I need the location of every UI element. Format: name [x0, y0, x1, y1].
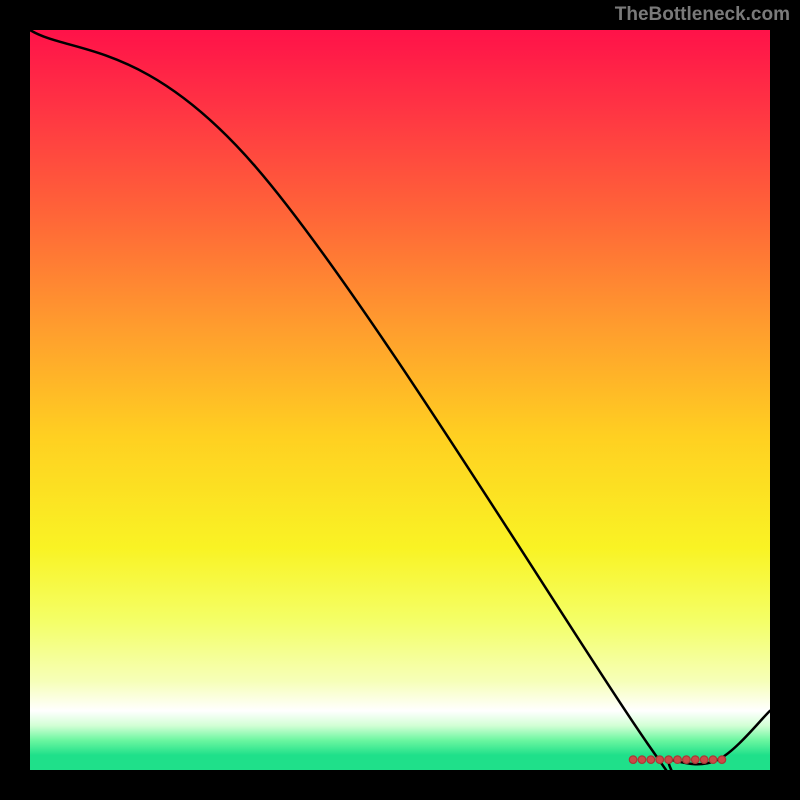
floor-marker: [629, 756, 637, 764]
floor-marker: [656, 756, 664, 764]
floor-marker: [674, 756, 682, 764]
floor-marker: [709, 756, 717, 764]
floor-marker: [665, 756, 673, 764]
floor-marker: [647, 756, 655, 764]
chart-svg: [30, 30, 770, 770]
floor-marker: [638, 756, 646, 764]
chart-plot-area: [30, 30, 770, 770]
floor-marker: [718, 756, 726, 764]
floor-marker: [683, 756, 691, 764]
floor-marker: [691, 756, 699, 764]
floor-marker: [700, 756, 708, 764]
floor-markers-group: [629, 756, 725, 764]
chart-gradient-background: [30, 30, 770, 770]
watermark-text: TheBottleneck.com: [615, 4, 790, 26]
